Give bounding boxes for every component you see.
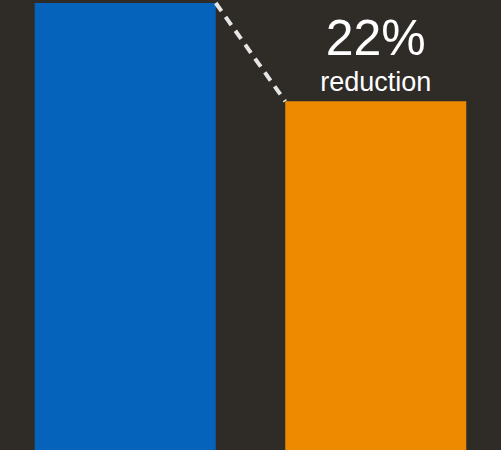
svg-text:22%: 22% — [326, 10, 426, 66]
svg-text:reduction: reduction — [320, 67, 431, 97]
